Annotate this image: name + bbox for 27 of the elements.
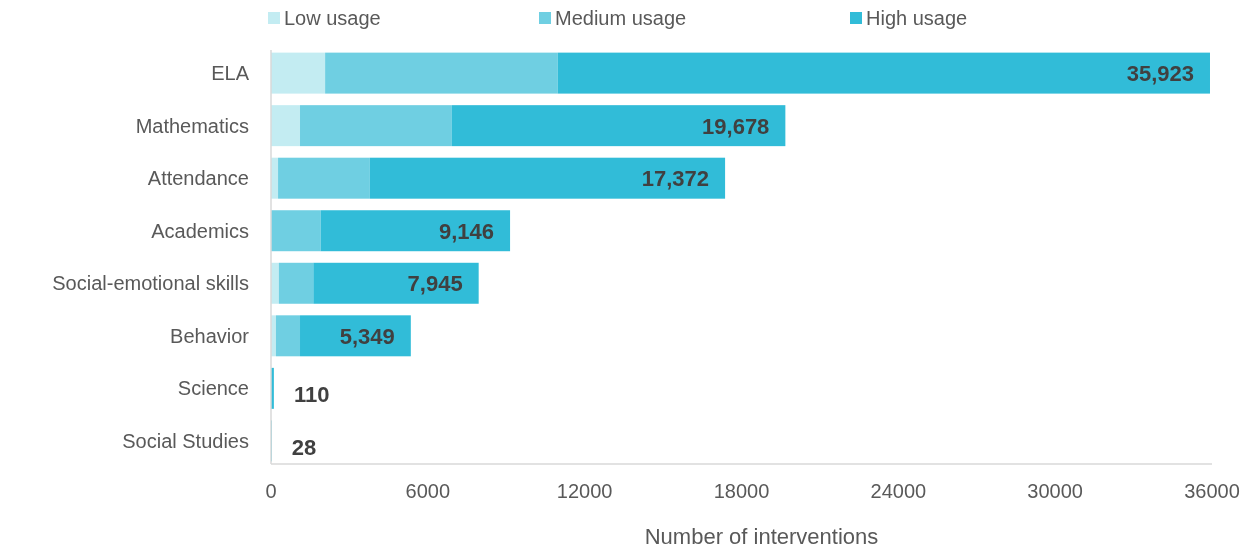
total-label: 17,372	[641, 166, 710, 192]
legend-label: Low usage	[284, 7, 381, 29]
total-label: 5,349	[339, 323, 395, 349]
y-tick-label: Mathematics	[135, 114, 249, 137]
y-tick-label: Science	[177, 377, 249, 400]
legend-label: Medium usage	[555, 7, 687, 29]
y-tick-label: Social-emotional skills	[52, 272, 249, 295]
total-label: 9,146	[439, 218, 495, 244]
y-tick-label: Academics	[151, 219, 249, 242]
x-tick-label: 18000	[713, 480, 770, 502]
x-tick-label: 6000	[405, 480, 451, 502]
legend-label: High usage	[866, 7, 968, 29]
total-label: 110	[293, 382, 330, 408]
total-label: 7,945	[407, 271, 463, 297]
x-tick-label: 12000	[556, 480, 613, 502]
y-tick-label: Attendance	[147, 167, 249, 190]
x-tick-label: 30000	[1027, 480, 1083, 502]
x-tick-label: 36000	[1184, 480, 1240, 502]
total-label: 19,678	[702, 113, 770, 139]
x-tick-label: 24000	[870, 480, 927, 502]
y-tick-label: Behavior	[170, 324, 250, 347]
y-tick-label: ELA	[211, 62, 250, 85]
x-tick-label: 0	[265, 480, 277, 502]
total-label: 35,923	[1126, 61, 1194, 87]
total-label: 28	[291, 434, 317, 460]
y-tick-label: Social Studies	[122, 429, 249, 452]
x-axis-title: Number of interventions	[644, 524, 879, 549]
